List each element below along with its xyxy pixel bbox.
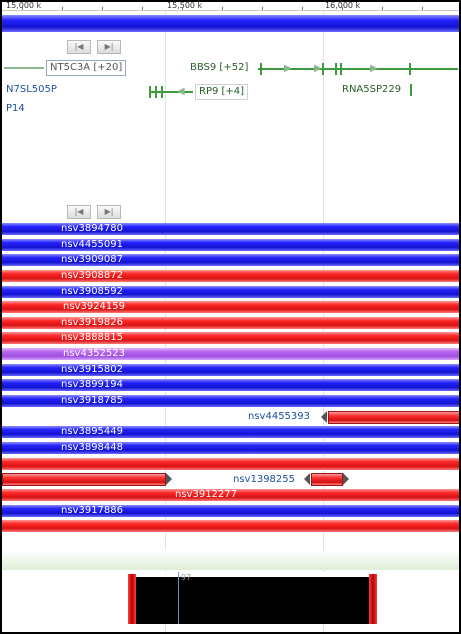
variant-label: nsv3918785 (61, 395, 124, 406)
variant-bar-nsv4455393[interactable] (328, 411, 459, 424)
variant-bar-nsv3908872[interactable]: nsv3908872 (2, 270, 459, 282)
variant-bar-nsv3924159[interactable]: nsv3924159 (2, 301, 459, 313)
variant-track-navigation: |◀ ▶| (67, 205, 121, 219)
coverage-edge-right (369, 574, 377, 624)
ruler-tick (142, 7, 143, 10)
direction-arrow-icon: ▶ (370, 63, 378, 74)
variant-label: nsv3909087 (61, 254, 124, 265)
variant-label: nsv3888815 (61, 332, 124, 343)
variant-bar-nsv3895449[interactable]: nsv3895449 (2, 426, 459, 438)
direction-arrow-icon: ▶ (314, 63, 322, 74)
ruler-label: 15,500 k (167, 2, 203, 10)
exon (149, 86, 151, 98)
coordinate-ruler: 15,000 k 15,500 k 16,000 k (2, 2, 459, 11)
variant-bar-nsv3888815[interactable]: nsv3888815 (2, 332, 459, 344)
ruler-tick (342, 7, 343, 10)
variant-label: nsv3917886 (61, 505, 124, 516)
variant-label: nsv4455091 (61, 239, 124, 250)
chromosome-overview-bar[interactable] (2, 15, 459, 32)
arrow-right-icon (166, 473, 172, 485)
variant-label: nsv3908592 (61, 286, 124, 297)
ruler-tick (182, 7, 183, 10)
variant-bar-nsv3908592[interactable]: nsv3908592 (2, 286, 459, 298)
gene-rp9[interactable]: RP9 [+4] (195, 84, 249, 100)
ruler-tick (382, 7, 383, 10)
next-page-button[interactable]: ▶| (97, 40, 121, 54)
ruler-label: 16,000 k (325, 2, 361, 10)
ruler-tick (22, 7, 23, 10)
variant-label: nsv3894780 (61, 223, 124, 234)
variant-label: nsv3919826 (61, 317, 124, 328)
marker-line (178, 572, 179, 624)
exon (161, 86, 163, 98)
variant-bar-nsv3898448[interactable]: nsv3898448 (2, 442, 459, 454)
arrow-left-icon (321, 411, 327, 423)
gene-p14[interactable]: P14 (6, 103, 25, 114)
variant-bar-nsv4455091[interactable]: nsv4455091 (2, 239, 459, 251)
direction-arrow-icon: ◀ (177, 86, 185, 97)
variant-label-nsv4455393[interactable]: nsv4455393 (248, 411, 311, 422)
exon (340, 63, 342, 75)
gene-line-bbs9 (258, 68, 458, 70)
variant-bar-unlabeled[interactable] (2, 520, 459, 532)
variant-bar-nsv3909087[interactable]: nsv3909087 (2, 254, 459, 266)
ruler-tick (62, 7, 63, 10)
gene-rna5sp229[interactable]: RNA5SP229 (342, 84, 402, 95)
variant-bar-nsv3912277[interactable]: nsv3912277 (2, 489, 459, 501)
exon (335, 63, 337, 75)
next-page-button[interactable]: ▶| (97, 205, 121, 219)
variant-label: nsv3912277 (175, 489, 238, 500)
variant-label: nsv3898448 (61, 442, 124, 453)
variant-bar-nsv3919826[interactable]: nsv3919826 (2, 317, 459, 329)
arrow-left-icon (304, 473, 310, 485)
exon (409, 63, 411, 75)
variant-bar-nsv3917886[interactable]: nsv3917886 (2, 505, 459, 517)
ruler-tick (222, 7, 223, 10)
exon (410, 84, 412, 96)
gene-line-rp9 (149, 91, 193, 93)
variant-bar-nsv4352523[interactable]: nsv4352523 (2, 348, 459, 360)
exon (260, 63, 262, 75)
gene-track-navigation: |◀ ▶| (67, 40, 121, 54)
coverage-edge-left (128, 574, 136, 624)
gene-n7sl505p[interactable]: N7SL505P (6, 84, 57, 95)
variant-label: nsv3908872 (61, 270, 124, 281)
variant-label: nsv3924159 (63, 301, 126, 312)
ruler-tick (422, 7, 423, 10)
variant-label: nsv3915802 (61, 364, 124, 375)
exon (322, 63, 324, 75)
previous-page-button[interactable]: |◀ (67, 205, 91, 219)
variant-bar-nsv3915802[interactable]: nsv3915802 (2, 364, 459, 376)
ruler-label: 15,000 k (6, 2, 42, 10)
gene-nt5c3a[interactable]: NT5C3A [+20] (46, 60, 127, 76)
track-separator (2, 550, 459, 570)
variant-label-nsv1398255[interactable]: nsv1398255 (233, 474, 296, 485)
variant-label: nsv3895449 (61, 426, 124, 437)
previous-page-button[interactable]: |◀ (67, 40, 91, 54)
ruler-tick (102, 7, 103, 10)
ruler-tick (302, 7, 303, 10)
variant-label: nsv3899194 (61, 379, 124, 390)
variant-bar-nsv1398255[interactable] (311, 473, 343, 486)
variant-bar-nsv3918785[interactable]: nsv3918785 (2, 395, 459, 407)
exon (155, 86, 157, 98)
variant-bar-unlabeled[interactable] (2, 458, 459, 470)
arrow-right-icon (343, 473, 349, 485)
coverage-block[interactable] (136, 577, 371, 624)
gene-bbs9[interactable]: BBS9 [+52] (190, 62, 249, 73)
ruler-tick (262, 7, 263, 10)
gene-line-nt5c3a (4, 67, 44, 69)
variant-bar-nsv3899194[interactable]: nsv3899194 (2, 379, 459, 391)
direction-arrow-icon: ▶ (284, 63, 292, 74)
variant-bar-left-segment[interactable] (2, 473, 166, 486)
variant-bar-nsv3894780[interactable]: nsv3894780 (2, 223, 459, 235)
variant-label: nsv4352523 (63, 348, 126, 359)
marker-label: 97 (181, 573, 192, 582)
